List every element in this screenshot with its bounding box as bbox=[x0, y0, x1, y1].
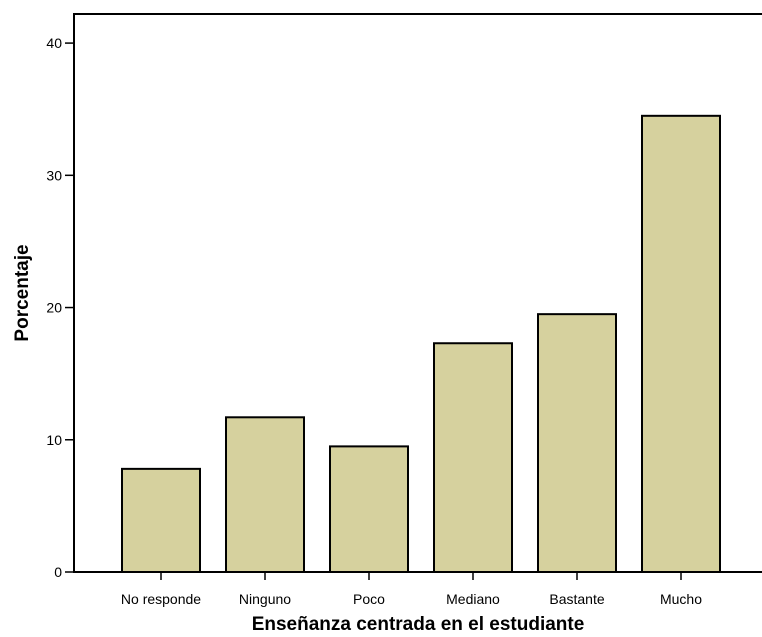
x-tick-label: No responde bbox=[121, 591, 201, 607]
y-tick-label: 20 bbox=[46, 300, 62, 316]
bar-ninguno bbox=[225, 416, 305, 574]
bars bbox=[121, 114, 721, 574]
x-axis-title: Enseñanza centrada en el estudiante bbox=[252, 614, 585, 635]
x-tick-label: Bastante bbox=[549, 591, 604, 607]
x-tick-label: Ninguno bbox=[239, 591, 291, 607]
y-axis-ticks: 0 10 20 30 40 bbox=[46, 35, 74, 580]
bar-mediano bbox=[433, 342, 513, 574]
y-axis-title: Porcentaje bbox=[12, 244, 33, 341]
y-tick-label: 40 bbox=[46, 35, 62, 51]
plot-frame bbox=[73, 13, 762, 573]
x-tick-label: Mediano bbox=[446, 591, 500, 607]
bar-mucho bbox=[641, 114, 721, 574]
bar-no-responde bbox=[121, 467, 201, 573]
y-tick-label: 0 bbox=[54, 564, 62, 580]
x-tick-label: Mucho bbox=[660, 591, 702, 607]
bar-poco bbox=[329, 445, 409, 573]
x-axis-ticks: No responde Ninguno Poco Mediano Bastante Muc… bbox=[121, 572, 702, 607]
y-tick-label: 30 bbox=[46, 167, 62, 183]
x-tick-label: Poco bbox=[353, 591, 385, 607]
y-tick-label: 10 bbox=[46, 432, 62, 448]
bar-bastante bbox=[537, 313, 617, 573]
